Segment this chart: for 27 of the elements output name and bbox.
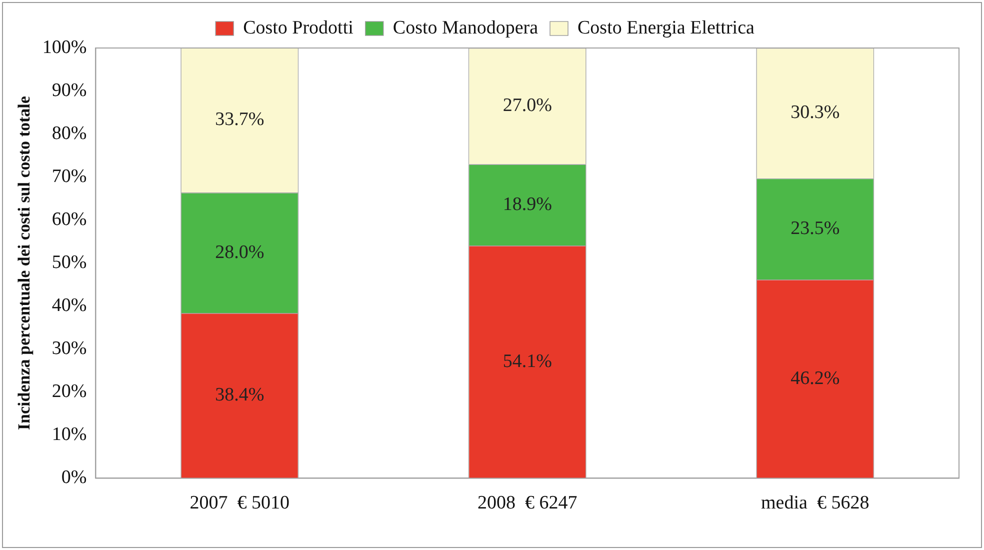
x-tick-label: media € 5628 [761, 492, 870, 514]
y-tick-label: 40% [52, 295, 87, 316]
legend-label: Costo Manodopera [392, 17, 539, 38]
y-axis-title: Incidenza percentuale dei costi sul costo totale [14, 96, 34, 430]
data-label: 33.7% [215, 109, 264, 130]
data-label: 30.3% [790, 102, 840, 124]
data-label: 23.5% [790, 218, 840, 239]
legend-label: Costo Energia Elettrica [578, 17, 755, 38]
x-tick-label: 2008 € 6247 [477, 492, 578, 514]
data-label: 38.4% [215, 384, 264, 406]
y-tick-label: 100% [42, 36, 87, 58]
data-label: 54.1% [502, 350, 552, 372]
data-label: 18.9% [502, 194, 552, 215]
y-tick-label: 70% [52, 166, 87, 188]
y-tick-label: 90% [52, 80, 87, 102]
y-tick-label: 80% [52, 123, 87, 144]
y-tick-label: 60% [52, 209, 87, 230]
y-tick-label: 10% [52, 424, 87, 446]
x-tick-label: 2007 € 5010 [190, 492, 290, 514]
legend-label: Costo Prodotti [243, 17, 354, 38]
data-label: 27.0% [502, 95, 552, 116]
data-label: 46.2% [790, 368, 840, 389]
data-label: 28.0% [215, 242, 264, 263]
y-tick-label: 20% [52, 381, 87, 402]
y-tick-label: 50% [52, 252, 87, 274]
y-tick-label: 0% [61, 467, 87, 488]
y-tick-label: 30% [52, 338, 87, 360]
